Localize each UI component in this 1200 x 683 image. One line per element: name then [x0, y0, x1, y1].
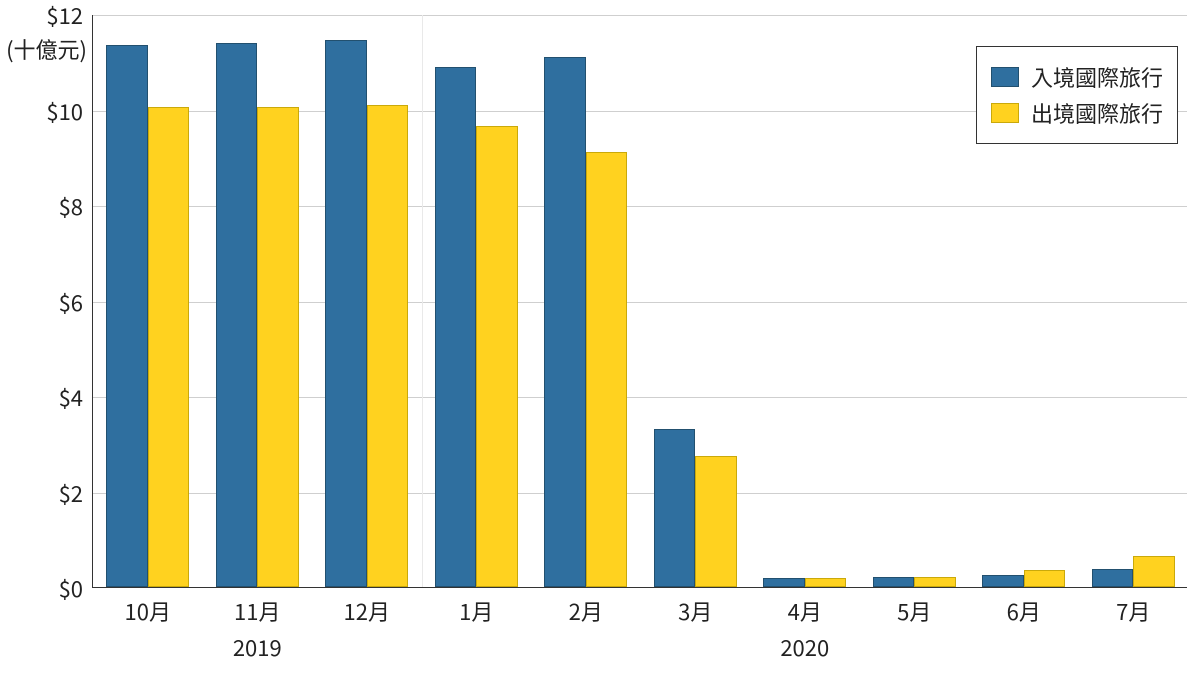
legend-swatch: [991, 67, 1019, 87]
bar-inbound: [435, 67, 477, 587]
y-tick-label: $10: [46, 95, 93, 127]
bar-outbound: [1024, 570, 1066, 587]
bar-outbound: [257, 107, 299, 587]
bar-inbound: [982, 575, 1024, 587]
x-tick-label: 3月: [678, 587, 712, 627]
y-tick-label: $0: [59, 572, 93, 604]
bar-inbound: [873, 577, 915, 587]
bar-inbound: [1092, 569, 1134, 587]
bar-outbound: [914, 577, 956, 588]
bar-inbound: [763, 578, 805, 587]
x-tick-label: 6月: [1007, 587, 1041, 627]
y-tick-label: $12: [46, 0, 93, 31]
x-group-label: 2020: [780, 587, 829, 663]
bar-inbound: [544, 57, 586, 587]
bar-outbound: [476, 126, 518, 587]
legend-item: 出境國際旅行: [991, 97, 1163, 129]
bar-inbound: [216, 43, 258, 587]
legend-swatch: [991, 103, 1019, 123]
bar-outbound: [805, 578, 847, 587]
y-axis-unit-label: (十億元): [6, 33, 93, 65]
bar-inbound: [654, 429, 696, 587]
x-group-label: 2019: [233, 587, 282, 663]
x-tick-label: 2月: [569, 587, 603, 627]
x-tick-label: 7月: [1116, 587, 1150, 627]
y-tick-label: $2: [59, 477, 93, 509]
x-tick-label: 12月: [344, 587, 390, 627]
bar-outbound: [1133, 556, 1175, 587]
bar-outbound: [148, 107, 190, 587]
legend-label: 出境國際旅行: [1031, 97, 1163, 129]
y-tick-label: $6: [59, 286, 93, 318]
legend-label: 入境國際旅行: [1031, 61, 1163, 93]
x-tick-label: 5月: [897, 587, 931, 627]
legend-item: 入境國際旅行: [991, 61, 1163, 93]
bar-outbound: [367, 105, 409, 587]
y-tick-label: $8: [59, 190, 93, 222]
bar-inbound: [325, 40, 367, 587]
y-tick-label: $4: [59, 381, 93, 413]
travel-bar-chart: $0$2$4$6$8$10$12(十億元)10月11月12月1月2月3月4月5月…: [0, 0, 1200, 683]
legend: 入境國際旅行出境國際旅行: [976, 46, 1178, 144]
bar-inbound: [106, 45, 148, 587]
grid-line: [93, 15, 1187, 16]
year-separator: [422, 15, 423, 587]
bar-outbound: [695, 456, 737, 587]
x-tick-label: 10月: [125, 587, 171, 627]
bar-outbound: [586, 152, 628, 587]
x-tick-label: 1月: [459, 587, 493, 627]
